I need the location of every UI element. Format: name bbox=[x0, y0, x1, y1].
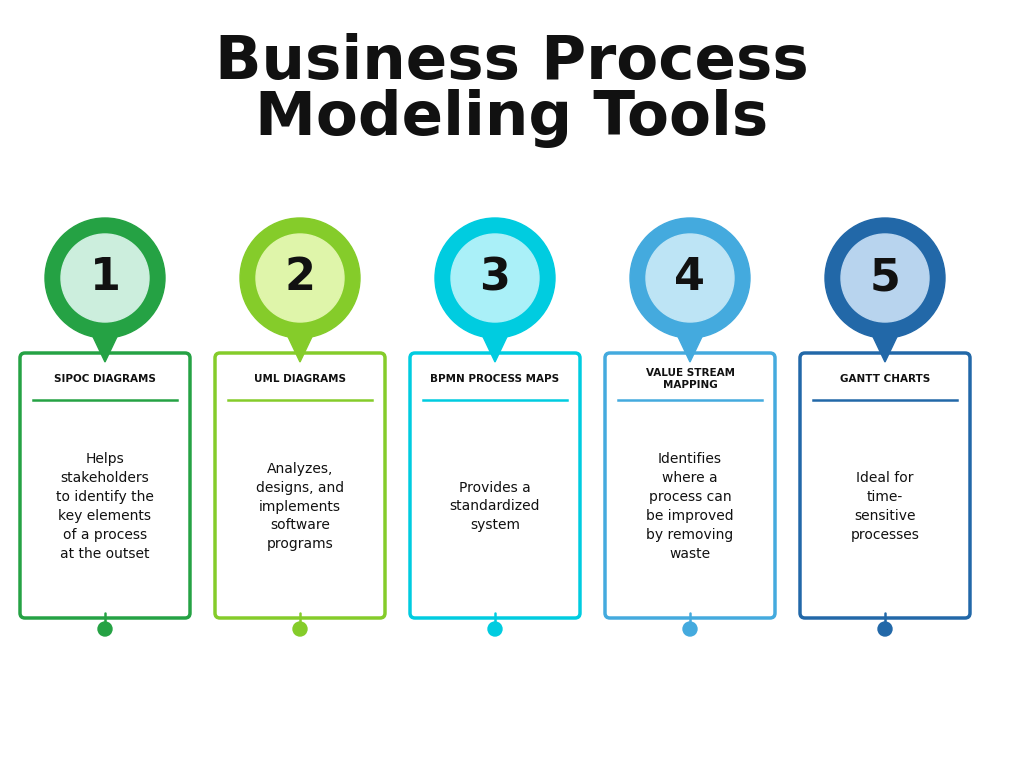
Circle shape bbox=[98, 622, 112, 636]
Text: UML DIAGRAMS: UML DIAGRAMS bbox=[254, 374, 346, 384]
Text: SIPOC DIAGRAMS: SIPOC DIAGRAMS bbox=[54, 374, 156, 384]
Circle shape bbox=[293, 622, 307, 636]
Text: Modeling Tools: Modeling Tools bbox=[255, 88, 769, 147]
Circle shape bbox=[825, 218, 945, 338]
Circle shape bbox=[630, 218, 750, 338]
Circle shape bbox=[256, 234, 344, 322]
Circle shape bbox=[878, 622, 892, 636]
Circle shape bbox=[451, 234, 539, 322]
Circle shape bbox=[435, 218, 555, 338]
Polygon shape bbox=[668, 314, 713, 362]
FancyBboxPatch shape bbox=[605, 353, 775, 618]
Circle shape bbox=[646, 234, 734, 322]
Text: 2: 2 bbox=[285, 257, 315, 300]
Polygon shape bbox=[82, 314, 128, 362]
FancyBboxPatch shape bbox=[20, 353, 190, 618]
Text: 4: 4 bbox=[675, 257, 706, 300]
Circle shape bbox=[45, 218, 165, 338]
Text: 3: 3 bbox=[479, 257, 510, 300]
Polygon shape bbox=[278, 314, 323, 362]
Text: VALUE STREAM
MAPPING: VALUE STREAM MAPPING bbox=[645, 368, 734, 390]
Text: Analyzes,
designs, and
implements
software
programs: Analyzes, designs, and implements softwa… bbox=[256, 462, 344, 551]
Text: Ideal for
time-
sensitive
processes: Ideal for time- sensitive processes bbox=[851, 471, 920, 542]
Text: 1: 1 bbox=[89, 257, 121, 300]
Text: Provides a
standardized
system: Provides a standardized system bbox=[450, 481, 541, 532]
Polygon shape bbox=[472, 314, 518, 362]
Text: GANTT CHARTS: GANTT CHARTS bbox=[840, 374, 930, 384]
Text: Identifies
where a
process can
be improved
by removing
waste: Identifies where a process can be improv… bbox=[646, 452, 734, 561]
Text: 5: 5 bbox=[869, 257, 900, 300]
Circle shape bbox=[683, 622, 697, 636]
Text: Helps
stakeholders
to identify the
key elements
of a process
at the outset: Helps stakeholders to identify the key e… bbox=[56, 452, 154, 561]
Circle shape bbox=[488, 622, 502, 636]
FancyBboxPatch shape bbox=[410, 353, 580, 618]
Circle shape bbox=[240, 218, 360, 338]
Circle shape bbox=[61, 234, 150, 322]
FancyBboxPatch shape bbox=[215, 353, 385, 618]
FancyBboxPatch shape bbox=[800, 353, 970, 618]
Polygon shape bbox=[862, 314, 908, 362]
Circle shape bbox=[841, 234, 929, 322]
Text: Business Process: Business Process bbox=[215, 34, 809, 92]
Text: BPMN PROCESS MAPS: BPMN PROCESS MAPS bbox=[430, 374, 559, 384]
